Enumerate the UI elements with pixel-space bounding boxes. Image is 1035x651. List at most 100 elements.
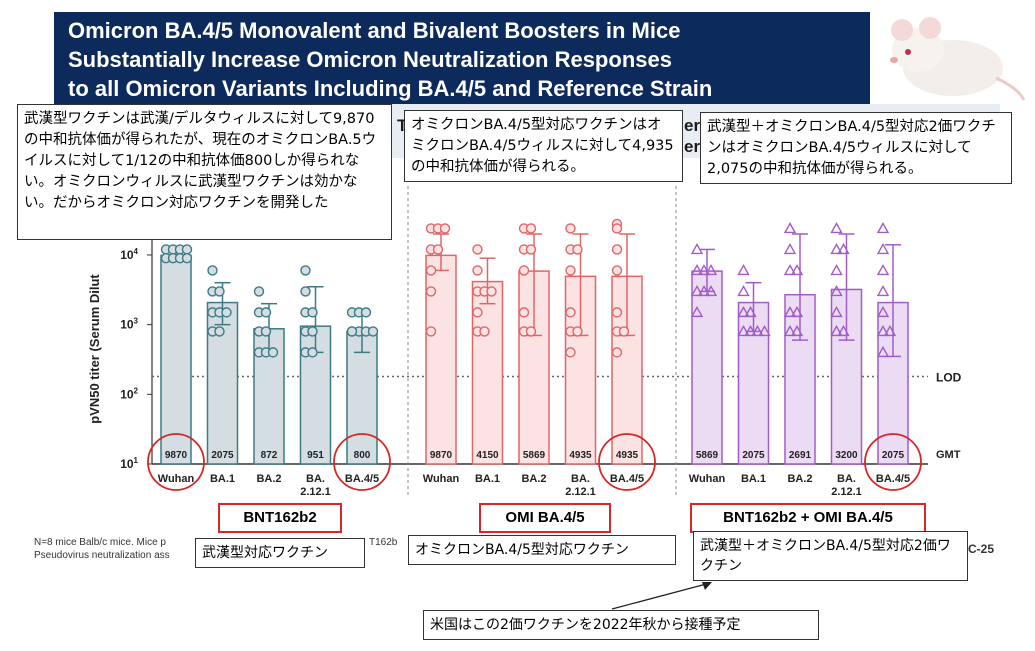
subtitle-fragment-2: er — [684, 116, 701, 135]
data-point — [837, 324, 850, 337]
data-point — [611, 347, 623, 358]
x-tick-label: BA.4/5 — [610, 473, 644, 485]
callout-us-plan: 米国はこの2価ワクチンを2022年秋から接種予定 — [423, 610, 819, 640]
data-point — [697, 284, 711, 297]
data-point — [783, 324, 797, 337]
data-point — [207, 265, 218, 276]
gmt-value-label: 2075 — [742, 450, 765, 461]
data-point — [690, 263, 704, 276]
group-label-bivalent: BNT162b2 + OMI BA.4/5 — [690, 503, 926, 533]
data-point — [565, 223, 576, 234]
data-point — [876, 284, 890, 297]
data-point — [221, 307, 232, 318]
subtitle-fragment-1: T — [397, 116, 408, 135]
title-line-2: Substantially Increase Omicron Neutraliz… — [68, 47, 672, 72]
data-point — [876, 324, 890, 337]
us-plan-arrowhead — [702, 582, 712, 590]
data-point — [876, 222, 890, 234]
callout-group3-jp: 武漢型＋オミクロンBA.4/5型対応2価ワクチン — [693, 531, 968, 581]
y-tick-exponent: 1 — [134, 456, 139, 465]
highlight-circle — [333, 433, 391, 491]
x-tick-label: BA.1 — [741, 473, 766, 485]
footnote-line-1: N=8 mice Balb/c mice. Mice p — [34, 537, 166, 548]
x-tick-label: BA.2 — [521, 473, 546, 485]
data-point — [758, 324, 771, 337]
data-point — [307, 307, 318, 318]
data-point — [876, 243, 890, 255]
x-tick-label: Wuhan — [423, 473, 460, 485]
gmt-value-label: 2691 — [789, 450, 812, 461]
data-point — [830, 243, 843, 255]
group-label-omi: OMI BA.4/5 — [479, 503, 611, 533]
data-point — [690, 284, 704, 297]
title-line-3: to all Omicron Variants Including BA.4/5… — [68, 76, 713, 101]
data-point — [472, 244, 483, 255]
x-tick-label: 2.12.1 — [300, 486, 331, 498]
data-point — [690, 243, 704, 255]
data-point — [565, 347, 576, 358]
x-tick-label: BA.2 — [256, 473, 281, 485]
x-tick-label: BA.2 — [787, 473, 812, 485]
data-point — [346, 326, 358, 337]
y-tick-exponent: 3 — [134, 317, 139, 326]
gmt-value-label: 3200 — [835, 450, 858, 461]
x-tick-label: BA. — [571, 473, 590, 485]
data-point — [472, 265, 483, 276]
title-banner: Omicron BA.4/5 Monovalent and Bivalent B… — [54, 12, 870, 104]
gmt-value-label: 951 — [307, 450, 324, 461]
data-point — [525, 223, 537, 234]
footnote-line-1b: T162b — [369, 537, 398, 548]
data-point — [525, 326, 537, 337]
data-point — [267, 347, 279, 358]
data-point — [300, 286, 311, 297]
lod-label: LOD — [936, 371, 962, 385]
data-point — [704, 284, 718, 297]
data-point — [611, 244, 623, 255]
callout-omicron-vaccine: オミクロンBA.4/5型対応ワクチンはオミクロンBA.4/5ウィルスに対して4,… — [404, 110, 683, 182]
data-point — [214, 286, 225, 297]
us-plan-arrow — [611, 582, 711, 610]
data-point — [737, 324, 750, 337]
y-axis-label: pVN50 titer (Serum Dilut — [87, 274, 102, 424]
data-point — [300, 265, 311, 276]
y-tick-exponent: 2 — [134, 386, 139, 395]
data-point — [790, 263, 804, 276]
data-point — [518, 265, 530, 276]
data-point — [518, 307, 530, 318]
data-point — [837, 243, 850, 255]
data-point — [525, 244, 537, 255]
data-point — [432, 244, 444, 255]
data-point — [783, 222, 797, 234]
gmt-value-label: 800 — [354, 450, 371, 461]
gmt-value-label: 2075 — [211, 450, 234, 461]
data-point — [737, 284, 750, 297]
data-point — [618, 326, 630, 337]
callout-group1-jp: 武漢型対応ワクチン — [195, 538, 365, 568]
data-point — [830, 222, 843, 234]
data-point — [253, 286, 265, 297]
data-point — [367, 326, 379, 337]
data-point — [876, 305, 890, 318]
data-point — [472, 307, 483, 318]
data-point — [425, 286, 437, 297]
data-point — [704, 263, 718, 276]
data-point — [790, 305, 804, 318]
data-point — [439, 223, 451, 234]
callout-bivalent-vaccine: 武漢型＋オミクロンBA.4/5型対応2価ワクチンはオミクロンBA.4/5ウィルス… — [700, 112, 1012, 184]
data-point — [830, 305, 843, 318]
slide-code: C-25 — [968, 542, 995, 556]
data-point — [783, 263, 797, 276]
x-tick-label: BA. — [306, 473, 325, 485]
y-tick-exponent: 4 — [134, 247, 139, 256]
data-point — [830, 284, 843, 297]
gmt-value-label: 9870 — [430, 450, 453, 461]
title-line-1: Omicron BA.4/5 Monovalent and Bivalent B… — [68, 18, 681, 43]
x-tick-label: BA.1 — [475, 473, 500, 485]
data-point — [307, 326, 318, 337]
gmt-value-label: 9870 — [165, 450, 188, 461]
callout-wuhan-vaccine: 武漢型ワクチンは武漢/デルタウィルスに対して9,870の中和抗体価が得られたが、… — [17, 104, 392, 240]
data-point — [830, 324, 843, 337]
data-point — [307, 347, 318, 358]
